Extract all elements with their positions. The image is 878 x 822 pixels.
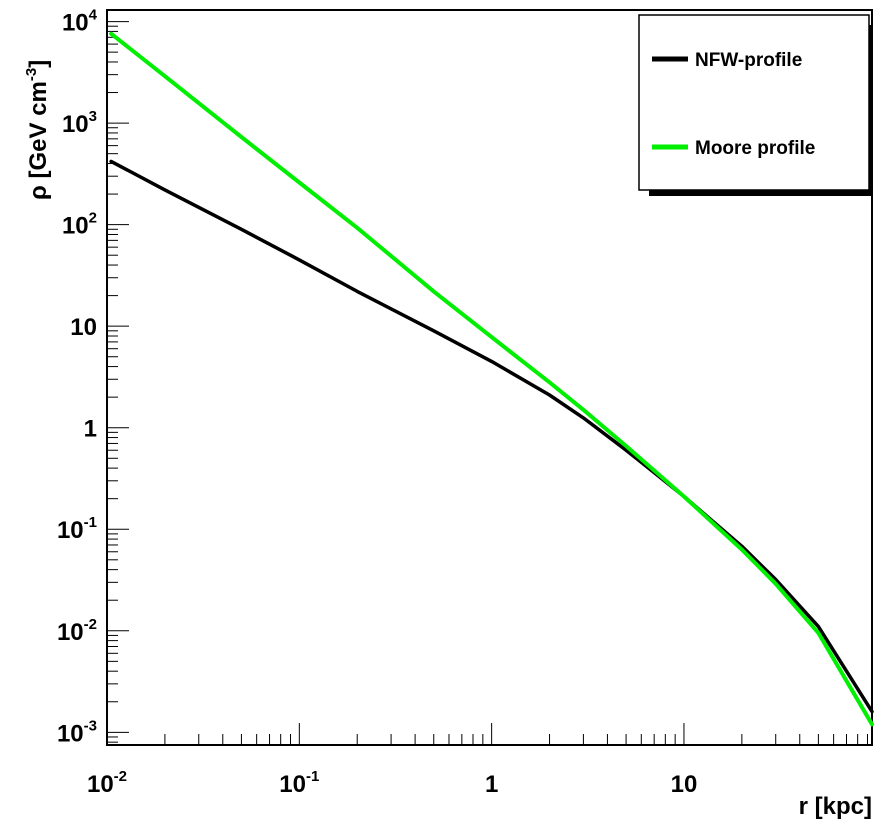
y-tick-label-exponent: -3	[84, 717, 97, 734]
y-tick-label-exponent: -1	[84, 514, 97, 531]
legend-box	[638, 14, 870, 191]
x-axis-ticks	[106, 723, 868, 745]
y-tick-label-base: 1	[84, 416, 97, 443]
x-axis-tick-labels: 10-2 10-1 1 10	[87, 768, 697, 798]
y-axis-title-exponent: -3	[23, 68, 40, 81]
y-tick-label-base: 10	[57, 517, 84, 544]
series-line-moore	[109, 31, 874, 727]
y-tick-label-base: 10	[70, 314, 97, 341]
y-tick-label-base: 10	[62, 10, 89, 37]
y-tick-label: 102	[62, 210, 97, 240]
y-tick-label-exponent: 3	[89, 108, 97, 125]
series-line-nfw	[109, 159, 874, 714]
legend-label-nfw: NFW-profile	[695, 50, 802, 71]
x-tick-label-base: 10	[87, 771, 114, 798]
y-tick-label-base: 10	[57, 619, 84, 646]
y-axis-title: ρ [GeV cm-3]	[23, 60, 52, 200]
y-tick-label-base: 10	[62, 213, 89, 240]
y-tick-label-base: 10	[57, 720, 84, 747]
x-tick-label: 1	[485, 771, 498, 798]
x-tick-label: 10-1	[279, 768, 319, 798]
x-tick-label: 10	[671, 771, 698, 798]
y-tick-label: 1	[84, 416, 97, 443]
legend-label-moore: Moore profile	[695, 138, 815, 159]
x-tick-label-base: 10	[671, 771, 698, 798]
legend: NFW-profile Moore profile	[638, 14, 872, 196]
y-tick-label: 10-3	[57, 717, 97, 747]
series-lines	[109, 31, 874, 727]
x-tick-label-base: 10	[279, 771, 306, 798]
y-tick-label-exponent: -2	[84, 616, 97, 633]
x-tick-label-exponent: -2	[114, 768, 127, 785]
y-axis-title-close: ]	[25, 60, 52, 68]
y-tick-label: 103	[62, 108, 97, 138]
y-tick-label: 10-1	[57, 514, 97, 544]
y-tick-label: 10-2	[57, 616, 97, 646]
x-tick-label-base: 1	[485, 771, 498, 798]
x-axis-title: r [kpc]	[799, 793, 872, 820]
y-tick-label-exponent: 4	[89, 7, 98, 24]
y-axis-title-main: ρ [GeV cm	[25, 81, 52, 200]
y-tick-label: 104	[62, 7, 98, 37]
y-tick-label: 10	[70, 314, 97, 341]
y-tick-label-base: 10	[62, 111, 89, 138]
y-tick-label-exponent: 2	[89, 210, 97, 227]
x-tick-label: 10-2	[87, 768, 127, 798]
x-tick-label-exponent: -1	[306, 768, 319, 785]
